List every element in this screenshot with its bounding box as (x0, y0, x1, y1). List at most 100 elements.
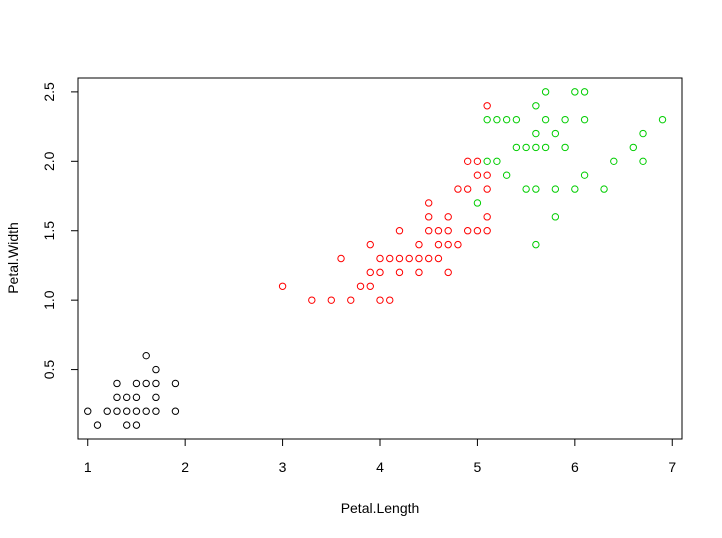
y-axis: 0.5 1.0 1.5 2.0 2.5 (41, 82, 79, 380)
data-point-series-3 (600, 185, 608, 193)
data-point-series-3 (551, 185, 560, 193)
y-tick-label: 1.5 (41, 221, 57, 241)
data-point-series-1 (113, 407, 121, 415)
data-point-series-2 (376, 254, 384, 263)
data-point-series-3 (532, 185, 540, 193)
data-point-series-2 (444, 240, 452, 249)
data-point-series-3 (551, 129, 560, 138)
data-point-series-2 (473, 171, 482, 179)
data-point-series-2 (337, 254, 345, 263)
data-point-series-1 (152, 407, 160, 415)
data-point-series-1 (123, 393, 131, 402)
data-point-series-1 (84, 407, 92, 415)
data-point-series-2 (483, 213, 491, 221)
data-point-series-2 (434, 240, 443, 249)
plot-frame (77, 77, 683, 440)
data-point-series-3 (502, 115, 511, 124)
data-point-series-1 (103, 407, 111, 415)
data-point-series-2 (327, 296, 335, 304)
data-point-series-2 (395, 227, 404, 235)
y-tick-label: 2.0 (41, 151, 57, 171)
data-point-series-3 (639, 129, 647, 138)
data-point-series-2 (405, 254, 413, 263)
y-tick-label: 2.5 (41, 82, 57, 102)
data-point-series-1 (152, 379, 160, 388)
data-point-series-3 (512, 143, 521, 152)
data-point-series-1 (123, 421, 131, 429)
data-point-series-3 (658, 115, 667, 124)
data-point-series-2 (454, 240, 462, 249)
data-point-series-2 (483, 185, 491, 193)
data-point-series-2 (376, 296, 384, 304)
x-tick-label: 1 (84, 459, 92, 475)
data-point-series-2 (425, 254, 433, 263)
data-point-series-1 (123, 407, 131, 415)
data-point-series-2 (425, 227, 433, 235)
data-point-series-3 (532, 143, 540, 152)
x-tick-label: 5 (474, 459, 482, 475)
y-tick-label: 1.0 (41, 290, 57, 310)
data-point-series-1 (152, 365, 160, 374)
data-point-series-2 (347, 296, 355, 304)
data-point-series-1 (171, 379, 180, 388)
data-point-series-2 (395, 268, 404, 277)
data-point-series-1 (113, 379, 121, 388)
data-point-series-2 (444, 213, 452, 221)
data-point-series-1 (132, 393, 141, 402)
data-point-series-2 (483, 102, 491, 110)
x-tick-label: 4 (376, 459, 384, 475)
data-point-series-3 (541, 115, 550, 124)
data-point-series-2 (463, 227, 472, 235)
data-point-series-2 (376, 268, 384, 277)
data-point-series-3 (610, 157, 618, 166)
data-point-series-3 (561, 115, 569, 124)
x-axis: 1 2 3 4 5 6 7 (84, 438, 676, 475)
data-point-series-3 (532, 240, 540, 249)
x-tick-label: 7 (668, 459, 676, 475)
data-point-series-3 (522, 185, 530, 193)
data-point-series-1 (132, 421, 141, 429)
x-tick-label: 6 (571, 459, 579, 475)
data-point-series-3 (580, 115, 589, 124)
data-point-series-1 (142, 351, 150, 360)
data-point-series-2 (473, 227, 482, 235)
data-point-series-3 (483, 157, 491, 166)
data-point-series-2 (366, 240, 374, 249)
data-point-series-3 (522, 143, 530, 152)
data-point-series-2 (395, 254, 404, 263)
data-point-series-3 (541, 143, 550, 152)
data-point-series-2 (415, 240, 423, 249)
data-point-series-1 (93, 421, 102, 429)
data-point-series-3 (629, 143, 637, 152)
data-point-series-3 (512, 115, 521, 124)
data-point-series-3 (502, 171, 511, 179)
data-point-series-2 (434, 254, 443, 263)
data-point-series-2 (483, 227, 491, 235)
data-point-series-1 (132, 407, 141, 415)
data-point-series-3 (483, 115, 491, 124)
data-point-series-3 (551, 213, 560, 221)
data-point-series-2 (454, 185, 462, 193)
data-point-series-1 (171, 407, 180, 415)
data-point-series-2 (415, 268, 423, 277)
data-point-series-2 (366, 268, 374, 277)
data-point-series-3 (571, 88, 579, 96)
data-point-series-3 (493, 157, 501, 166)
data-point-series-2 (444, 268, 452, 277)
data-point-series-2 (356, 282, 365, 290)
data-point-series-2 (308, 296, 316, 304)
data-point-series-3 (571, 185, 579, 193)
data-point-series-2 (386, 296, 394, 304)
data-point-series-3 (580, 88, 589, 96)
data-point-series-1 (142, 379, 150, 388)
x-tick-label: 3 (279, 459, 287, 475)
data-point-series-1 (132, 379, 141, 388)
data-point-series-3 (639, 157, 647, 166)
y-tick-label: 0.5 (41, 360, 57, 380)
x-axis-label: Petal.Length (341, 500, 420, 516)
data-point-series-2 (386, 254, 394, 263)
data-point-series-2 (415, 254, 423, 263)
data-point-series-2 (483, 171, 491, 179)
data-points (84, 88, 667, 429)
x-tick-label: 2 (181, 459, 189, 475)
